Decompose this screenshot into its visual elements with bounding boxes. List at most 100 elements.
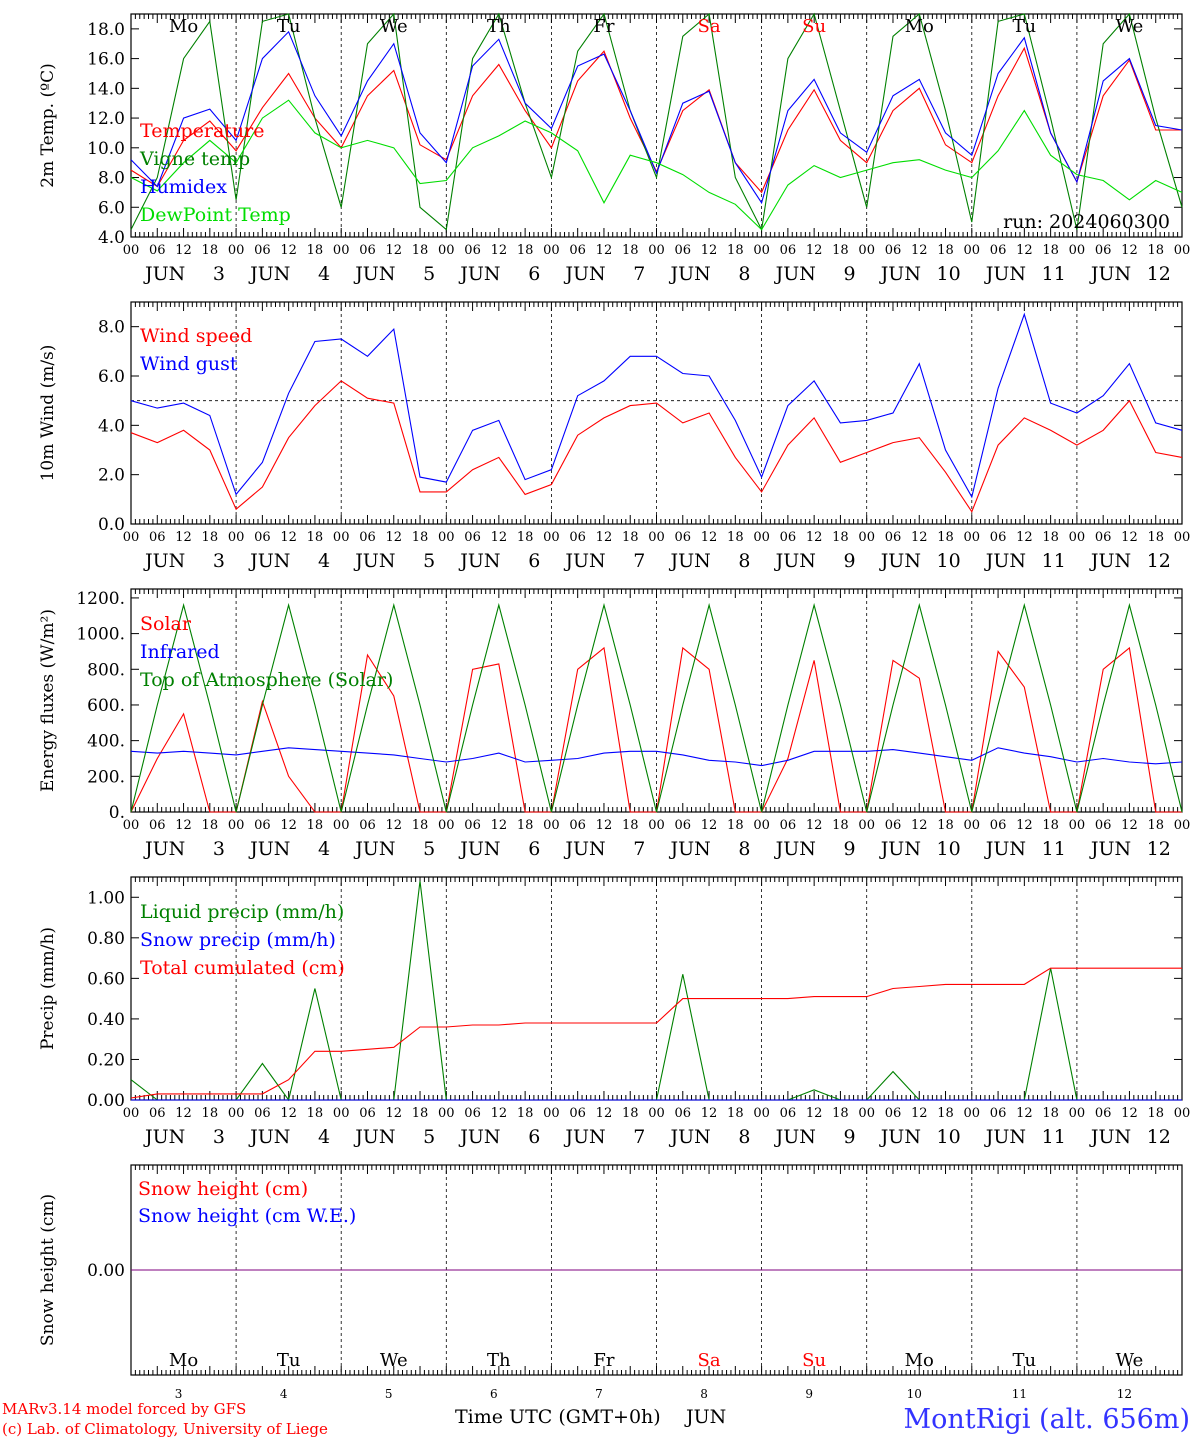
date-label: JUN [458,838,500,860]
x-axis-month: JUN [684,1406,726,1428]
date-label: JUN [353,838,395,860]
hour-tick-label: 00 [753,1106,770,1121]
hour-tick-label: 12 [385,530,402,545]
credit-line-1: MARv3.14 model forced by GFS [2,1400,246,1418]
hour-tick-label: 00 [1174,1106,1191,1121]
date-label: 11 [1042,1126,1066,1148]
hour-tick-label: 18 [1042,243,1059,258]
hour-tick-label: 12 [1016,530,1033,545]
hour-tick-label: 06 [254,243,271,258]
hour-tick-label: 06 [149,530,166,545]
date-label: 6 [528,263,540,285]
hour-tick-label: 06 [885,530,902,545]
hour-tick-label: 12 [1121,530,1138,545]
hour-tick-label: 18 [727,530,744,545]
legend-entry: Temperature [140,120,264,142]
hour-tick-label: 12 [280,1106,297,1121]
date-label: JUN [774,550,816,572]
hour-tick-label: 18 [202,530,219,545]
hour-tick-label: 18 [1042,1106,1059,1121]
date-label: 8 [738,1126,750,1148]
hour-tick-label: 18 [622,530,639,545]
hour-tick-label: 12 [701,243,718,258]
y-tick-label: 2.0 [98,466,125,486]
hour-tick-label: 00 [1069,243,1086,258]
date-label: 9 [844,550,856,572]
hour-tick-label: 12 [1016,243,1033,258]
footer-day-number: 3 [175,1387,183,1401]
date-label: JUN [984,550,1026,572]
date-label: 4 [318,263,330,285]
date-label: JUN [563,838,605,860]
date-label: 12 [1147,1126,1171,1148]
hour-tick-label: 12 [175,530,192,545]
y-tick-label: 4.0 [98,228,125,248]
legend-entry: Snow height (cm) [138,1178,308,1200]
date-label: 9 [844,838,856,860]
hour-tick-label: 12 [280,818,297,833]
hour-tick-label: 18 [1147,243,1164,258]
legend-entry: Wind gust [140,353,238,375]
hour-tick-label: 12 [175,1106,192,1121]
hour-tick-label: 18 [517,1106,534,1121]
y-tick-label: 8.0 [98,318,125,338]
hour-tick-label: 12 [1016,1106,1033,1121]
hour-tick-label: 06 [675,243,692,258]
hour-tick-label: 06 [569,1106,586,1121]
hour-tick-label: 18 [832,243,849,258]
series-line-top-of-atmosphere-solar- [130,602,1183,813]
date-label: JUN [353,263,395,285]
day-of-week-label: Mo [905,16,934,37]
series-line-infrared [130,747,1183,767]
day-of-week-label: Su [802,16,826,37]
hour-tick-label: 06 [1095,818,1112,833]
hour-tick-label: 12 [1121,1106,1138,1121]
hour-tick-label: 00 [858,530,875,545]
hour-tick-label: 06 [1095,243,1112,258]
hour-tick-label: 00 [228,243,245,258]
footer-day-number: 9 [805,1387,813,1401]
date-label: JUN [774,1126,816,1148]
hour-tick-label: 00 [753,818,770,833]
y-axis-label: Precip (mm/h) [38,927,58,1050]
hour-tick-label: 12 [596,530,613,545]
hour-tick-label: 12 [280,530,297,545]
hour-tick-label: 06 [990,243,1007,258]
y-tick-label: 18.0 [87,20,125,40]
date-label: 3 [213,838,225,860]
credit-line-2: (c) Lab. of Climatology, University of L… [2,1420,328,1438]
series-line-dewpoint-temp [130,99,1183,231]
hour-tick-label: 00 [123,243,140,258]
day-of-week-label: We [1116,1350,1144,1371]
hour-tick-label: 12 [491,1106,508,1121]
hour-tick-label: 00 [858,1106,875,1121]
hour-tick-label: 18 [832,818,849,833]
hour-tick-label: 06 [780,818,797,833]
hour-tick-label: 18 [307,530,324,545]
day-of-week-label: Tu [277,1350,301,1371]
hour-tick-label: 06 [464,818,481,833]
hour-tick-label: 00 [1174,818,1191,833]
hour-tick-label: 12 [806,243,823,258]
hour-tick-label: 00 [648,530,665,545]
y-axis-label: 10m Wind (m/s) [38,345,58,482]
y-tick-label: 16.0 [87,50,125,70]
date-label: JUN [458,263,500,285]
footer-day-number: 11 [1012,1387,1027,1401]
hour-tick-label: 12 [385,818,402,833]
date-label: 12 [1147,550,1171,572]
hour-tick-label: 18 [832,530,849,545]
panel-4: 0.00 0.20 0.40 0.60 0.80 1.00 Precip (mm/h) Liq… [38,876,1191,1148]
y-tick-label: 1200. [76,589,125,609]
hour-tick-label: 06 [675,530,692,545]
panel-1: 4.0 6.0 8.0 10.0 12.0 14.0 16.0 18.0 2m Temp. (º… [38,12,1190,285]
y-tick-label: 0.80 [87,929,125,949]
date-label: 12 [1147,263,1171,285]
date-label: 12 [1147,838,1171,860]
date-label: 10 [937,263,961,285]
hour-tick-label: 12 [1121,243,1138,258]
hour-tick-label: 18 [307,243,324,258]
day-of-week-label: Th [487,16,511,37]
hour-tick-label: 18 [727,243,744,258]
date-label: JUN [879,838,921,860]
